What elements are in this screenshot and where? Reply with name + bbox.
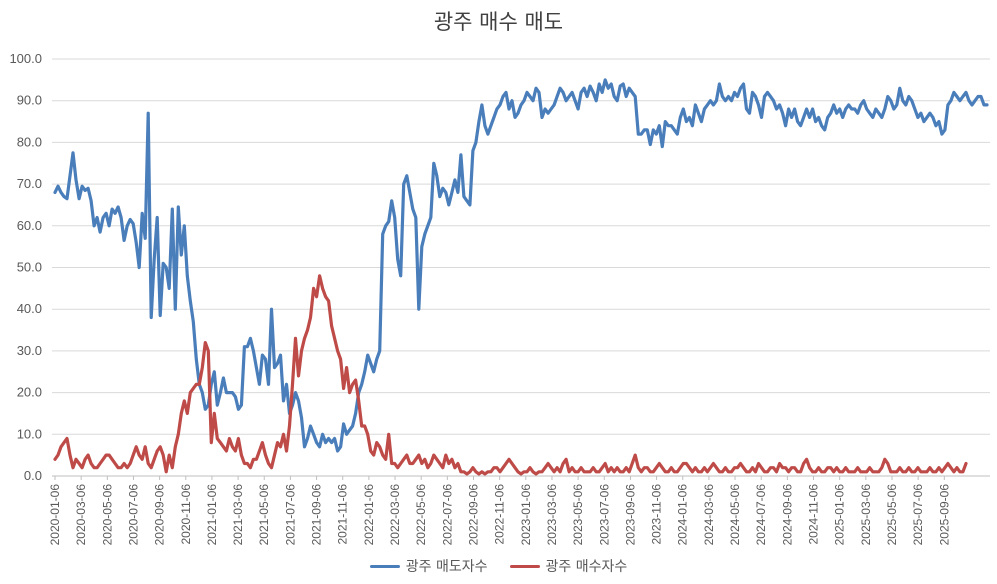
y-tick-label: 50.0 bbox=[17, 260, 42, 275]
x-tick-label: 2025-03-06 bbox=[859, 484, 873, 546]
x-tick-label: 2024-05-06 bbox=[728, 484, 742, 546]
legend-swatch-sell bbox=[369, 564, 400, 568]
x-tick-label: 2025-01-06 bbox=[833, 484, 847, 546]
x-tick-label: 2023-03-06 bbox=[545, 484, 559, 546]
x-tick-label: 2020-05-06 bbox=[100, 484, 114, 546]
y-tick-label: 100.0 bbox=[9, 51, 42, 66]
x-tick-label: 2020-01-06 bbox=[48, 484, 62, 546]
legend-label-buy: 광주 매수자수 bbox=[545, 559, 628, 575]
x-tick-label: 2024-01-06 bbox=[676, 484, 690, 546]
y-tick-label: 20.0 bbox=[17, 385, 42, 400]
x-tick-label: 2022-07-06 bbox=[440, 484, 454, 546]
chart-title: 광주 매수 매도 bbox=[433, 10, 564, 34]
legend: 광주 매도자수 광주 매수자수 bbox=[0, 556, 997, 576]
x-tick-label: 2024-07-06 bbox=[754, 484, 768, 546]
x-tick-label: 2023-05-06 bbox=[571, 484, 585, 546]
x-tick-label: 2024-03-06 bbox=[702, 484, 716, 546]
legend-swatch-buy bbox=[509, 564, 540, 568]
x-tick-label: 2020-07-06 bbox=[126, 484, 140, 546]
legend-item-buy: 광주 매수자수 bbox=[509, 556, 628, 576]
legend-item-sell: 광주 매도자수 bbox=[369, 556, 488, 576]
x-tick-label: 2020-09-06 bbox=[153, 484, 167, 546]
x-tick-label: 2023-07-06 bbox=[597, 484, 611, 546]
x-tick-label: 2022-09-06 bbox=[466, 484, 480, 546]
x-tick-label: 2021-01-06 bbox=[205, 484, 219, 546]
y-axis-ticks: 0.0 10.0 20.0 30.0 40.0 50.0 60.0 70.0 80.0 90.0 1… bbox=[9, 51, 42, 483]
x-tick-label: 2021-11-06 bbox=[336, 484, 350, 545]
y-tick-label: 80.0 bbox=[17, 134, 42, 149]
x-axis-ticks: 2020-01-06 2020-03-06 2020-05-06 2020-07-06… bbox=[48, 476, 951, 545]
series-lines bbox=[53, 78, 989, 476]
x-tick-label: 2020-03-06 bbox=[74, 484, 88, 546]
x-tick-label: 2021-03-06 bbox=[231, 484, 245, 546]
x-tick-label: 2022-03-06 bbox=[388, 484, 402, 546]
y-tick-label: 10.0 bbox=[17, 426, 42, 441]
x-tick-label: 2022-05-06 bbox=[414, 484, 428, 546]
x-tick-label: 2022-01-06 bbox=[362, 484, 376, 546]
x-tick-label: 2022-11-06 bbox=[493, 484, 507, 545]
x-tick-label: 2025-09-06 bbox=[937, 484, 951, 546]
x-tick-label: 2023-11-06 bbox=[650, 484, 664, 545]
x-tick-label: 2021-09-06 bbox=[310, 484, 324, 546]
series-line-sell bbox=[53, 78, 989, 453]
legend-label-sell: 광주 매도자수 bbox=[405, 559, 488, 575]
x-tick-label: 2024-11-06 bbox=[807, 484, 821, 545]
x-tick-label: 2025-07-06 bbox=[911, 484, 925, 546]
x-tick-label: 2020-11-06 bbox=[179, 484, 193, 545]
x-tick-label: 2025-05-06 bbox=[885, 484, 899, 546]
y-tick-label: 90.0 bbox=[17, 93, 42, 108]
y-tick-label: 70.0 bbox=[17, 176, 42, 191]
y-tick-label: 40.0 bbox=[17, 301, 42, 316]
x-tick-label: 2021-07-06 bbox=[283, 484, 297, 546]
x-tick-label: 2023-01-06 bbox=[519, 484, 533, 546]
y-tick-label: 60.0 bbox=[17, 218, 42, 233]
x-tick-label: 2024-09-06 bbox=[780, 484, 794, 546]
y-tick-label: 0.0 bbox=[24, 468, 42, 483]
x-tick-label: 2021-05-06 bbox=[257, 484, 271, 546]
grid-lines bbox=[52, 58, 990, 477]
y-tick-label: 30.0 bbox=[17, 343, 42, 358]
series-line-buy bbox=[53, 274, 968, 476]
x-tick-label: 2023-09-06 bbox=[623, 484, 637, 546]
